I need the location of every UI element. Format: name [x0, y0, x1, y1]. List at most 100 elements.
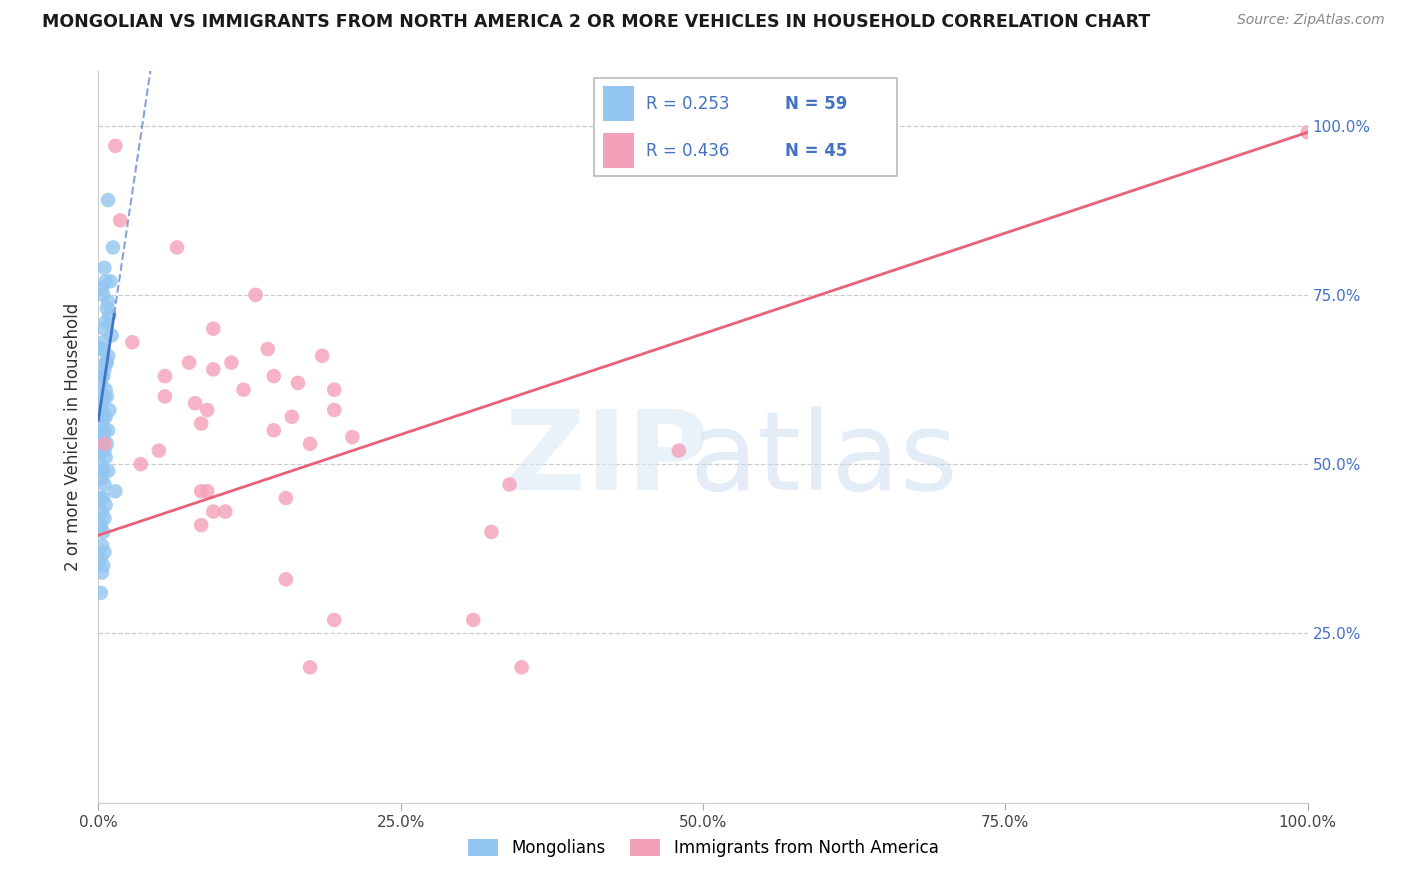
Point: [100, 328, 122, 343]
Point: [100, 274, 122, 288]
Point: [214, 505, 236, 519]
Point: [91, 566, 114, 580]
Point: [202, 362, 225, 376]
Point: [91, 430, 114, 444]
Point: [94, 409, 117, 424]
Point: [668, 443, 690, 458]
Point: [190, 417, 212, 431]
Point: [104, 484, 127, 499]
Point: [97, 423, 120, 437]
Point: [104, 139, 127, 153]
Point: [323, 383, 346, 397]
Point: [90, 376, 112, 390]
Point: [202, 505, 225, 519]
Point: [98, 308, 121, 322]
Text: R = 0.253: R = 0.253: [647, 95, 730, 112]
Legend: Mongolians, Immigrants from North America: Mongolians, Immigrants from North Americ…: [461, 832, 945, 864]
Point: [108, 213, 131, 227]
Point: [96, 301, 118, 316]
Point: [93, 545, 115, 559]
Point: [91, 396, 114, 410]
Point: [91, 524, 114, 539]
Point: [90, 342, 112, 356]
Point: [93, 362, 115, 376]
Point: [97, 349, 120, 363]
Point: [91, 335, 114, 350]
Point: [91, 369, 114, 384]
Point: [94, 450, 117, 465]
Text: atlas: atlas: [690, 406, 957, 513]
Point: [281, 409, 304, 424]
Text: N = 59: N = 59: [786, 95, 848, 112]
Point: [94, 383, 117, 397]
Point: [90, 457, 112, 471]
Point: [91, 464, 114, 478]
Point: [256, 342, 278, 356]
Point: [91, 409, 114, 424]
Point: [90, 518, 112, 533]
Point: [245, 288, 267, 302]
Point: [202, 322, 225, 336]
Point: [93, 477, 115, 491]
Text: ZIP: ZIP: [505, 406, 709, 513]
Point: [94, 274, 117, 288]
Point: [274, 572, 297, 586]
Text: R = 0.436: R = 0.436: [647, 142, 730, 160]
Point: [153, 369, 176, 384]
Point: [299, 437, 322, 451]
Point: [91, 369, 114, 384]
Text: MONGOLIAN VS IMMIGRANTS FROM NORTH AMERICA 2 OR MORE VEHICLES IN HOUSEHOLD CORRE: MONGOLIAN VS IMMIGRANTS FROM NORTH AMERI…: [42, 13, 1150, 31]
Point: [263, 423, 285, 437]
Point: [98, 403, 121, 417]
Point: [153, 389, 176, 403]
Point: [195, 403, 218, 417]
Point: [91, 281, 114, 295]
Point: [190, 518, 212, 533]
Point: [232, 383, 254, 397]
Point: [148, 443, 170, 458]
Point: [91, 471, 114, 485]
Point: [90, 491, 112, 505]
Point: [1296, 125, 1319, 139]
Point: [91, 491, 114, 505]
Point: [94, 315, 117, 329]
Point: [510, 660, 533, 674]
Point: [166, 240, 188, 254]
Point: [221, 355, 243, 369]
Point: [90, 430, 112, 444]
Point: [179, 355, 201, 369]
Point: [91, 342, 114, 356]
Point: [311, 349, 333, 363]
Point: [93, 511, 115, 525]
Point: [101, 240, 124, 254]
Bar: [603, 87, 634, 121]
Y-axis label: 2 or more Vehicles in Household: 2 or more Vehicles in Household: [65, 303, 83, 571]
Point: [463, 613, 485, 627]
Point: [96, 437, 118, 451]
Point: [323, 613, 346, 627]
Point: [97, 294, 120, 309]
Point: [90, 403, 112, 417]
Text: N = 45: N = 45: [786, 142, 848, 160]
Point: [90, 586, 112, 600]
Point: [274, 491, 297, 505]
Point: [93, 322, 115, 336]
Point: [93, 260, 115, 275]
Point: [93, 423, 115, 437]
Point: [91, 538, 114, 552]
FancyBboxPatch shape: [593, 78, 897, 177]
Point: [93, 437, 115, 451]
Point: [498, 477, 520, 491]
Point: [287, 376, 309, 390]
Point: [121, 335, 143, 350]
Point: [91, 417, 114, 431]
Bar: [603, 133, 634, 168]
Point: [190, 484, 212, 499]
Point: [299, 660, 322, 674]
Point: [184, 396, 207, 410]
Point: [342, 430, 364, 444]
Point: [91, 288, 114, 302]
Point: [97, 193, 120, 207]
Point: [91, 443, 114, 458]
Point: [94, 498, 117, 512]
